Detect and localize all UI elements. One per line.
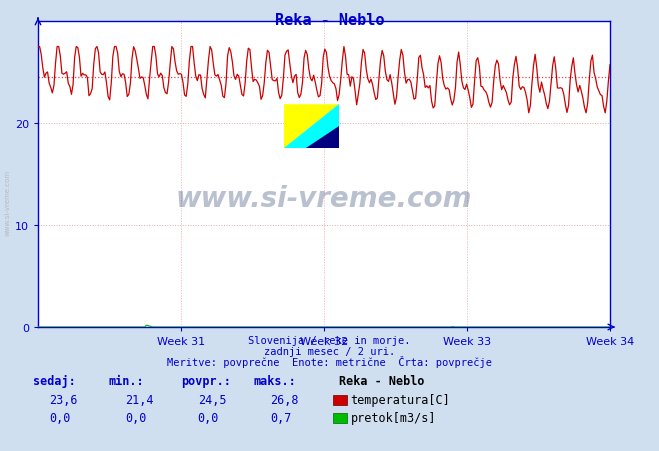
Text: 21,4: 21,4 [125, 393, 154, 405]
Text: Reka - Neblo: Reka - Neblo [275, 13, 384, 28]
Text: maks.:: maks.: [254, 375, 297, 387]
Text: 0,7: 0,7 [270, 411, 291, 423]
Polygon shape [284, 105, 339, 149]
Text: 24,5: 24,5 [198, 393, 226, 405]
Text: Slovenija / reke in morje.: Slovenija / reke in morje. [248, 336, 411, 345]
Text: temperatura[C]: temperatura[C] [351, 393, 450, 405]
Text: 0,0: 0,0 [198, 411, 219, 423]
Text: Reka - Neblo: Reka - Neblo [339, 375, 425, 387]
Text: zadnji mesec / 2 uri.: zadnji mesec / 2 uri. [264, 346, 395, 356]
Text: Meritve: povprečne  Enote: metrične  Črta: povprečje: Meritve: povprečne Enote: metrične Črta:… [167, 355, 492, 367]
Text: sedaj:: sedaj: [33, 375, 76, 387]
Text: www.si-vreme.com: www.si-vreme.com [5, 170, 11, 236]
Text: pretok[m3/s]: pretok[m3/s] [351, 411, 436, 423]
Text: www.si-vreme.com: www.si-vreme.com [176, 185, 473, 213]
Polygon shape [284, 105, 339, 149]
Text: povpr.:: povpr.: [181, 375, 231, 387]
Text: 0,0: 0,0 [49, 411, 71, 423]
Polygon shape [306, 127, 339, 149]
Text: 0,0: 0,0 [125, 411, 146, 423]
Text: min.:: min.: [109, 375, 144, 387]
Text: 23,6: 23,6 [49, 393, 78, 405]
Text: 26,8: 26,8 [270, 393, 299, 405]
